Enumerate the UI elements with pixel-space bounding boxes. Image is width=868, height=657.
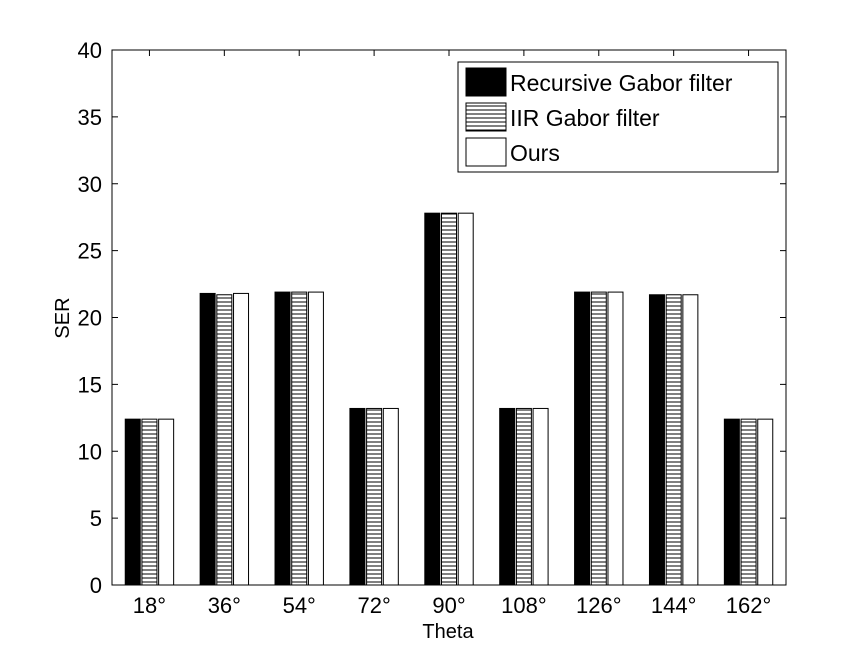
bar [457,212,474,586]
legend: Recursive Gabor filter IIR Gabor filter Ou… [457,61,779,173]
bar [682,294,699,586]
y-tick-label: 0 [90,573,102,598]
legend-swatch [465,137,507,167]
x-tick-label: 108° [501,593,547,618]
bar [607,291,624,586]
x-tick-label: 72° [357,593,390,618]
bar [216,294,233,586]
y-tick-label: 5 [90,506,102,531]
legend-swatch [465,102,507,132]
legend-label: IIR Gabor filter [510,105,660,131]
legend-label: Recursive Gabor filter [510,70,733,96]
bar [424,212,441,586]
bar [665,294,682,586]
bar [124,418,141,586]
x-tick-label: 162° [726,593,772,618]
bar [441,212,457,586]
bar [291,291,308,586]
x-tick-label: 36° [208,593,241,618]
bar [648,294,665,586]
y-tick-label: 40 [78,38,102,63]
y-tick-label: 35 [78,105,102,130]
x-tick-label: 126° [576,593,622,618]
bar [499,407,516,586]
bar [233,292,250,586]
y-tick-label: 10 [78,439,102,464]
legend-box [457,61,779,173]
x-tick-label: 144° [651,593,697,618]
bar [307,291,324,586]
bar [515,407,532,586]
y-axis-label: SER [52,297,74,338]
legend-swatch [465,67,507,97]
bar [199,292,216,586]
bar [590,291,607,586]
x-tick-label: 54° [283,593,316,618]
bar [532,407,549,586]
x-tick-label: 18° [133,593,166,618]
bar [158,418,175,586]
x-tick-label: 90° [432,593,465,618]
bar [740,418,757,586]
bar [382,407,399,586]
bar [723,418,740,586]
bar [141,418,158,586]
bar [574,291,591,586]
y-tick-label: 15 [78,372,102,397]
x-axis-label: Theta [422,621,474,643]
bar [349,407,366,586]
y-tick-label: 20 [78,306,102,331]
legend-label: Ours [510,140,560,166]
y-tick-label: 30 [78,172,102,197]
bar [274,291,291,586]
bar [366,407,383,586]
bar [757,418,774,586]
y-tick-label: 25 [78,239,102,264]
